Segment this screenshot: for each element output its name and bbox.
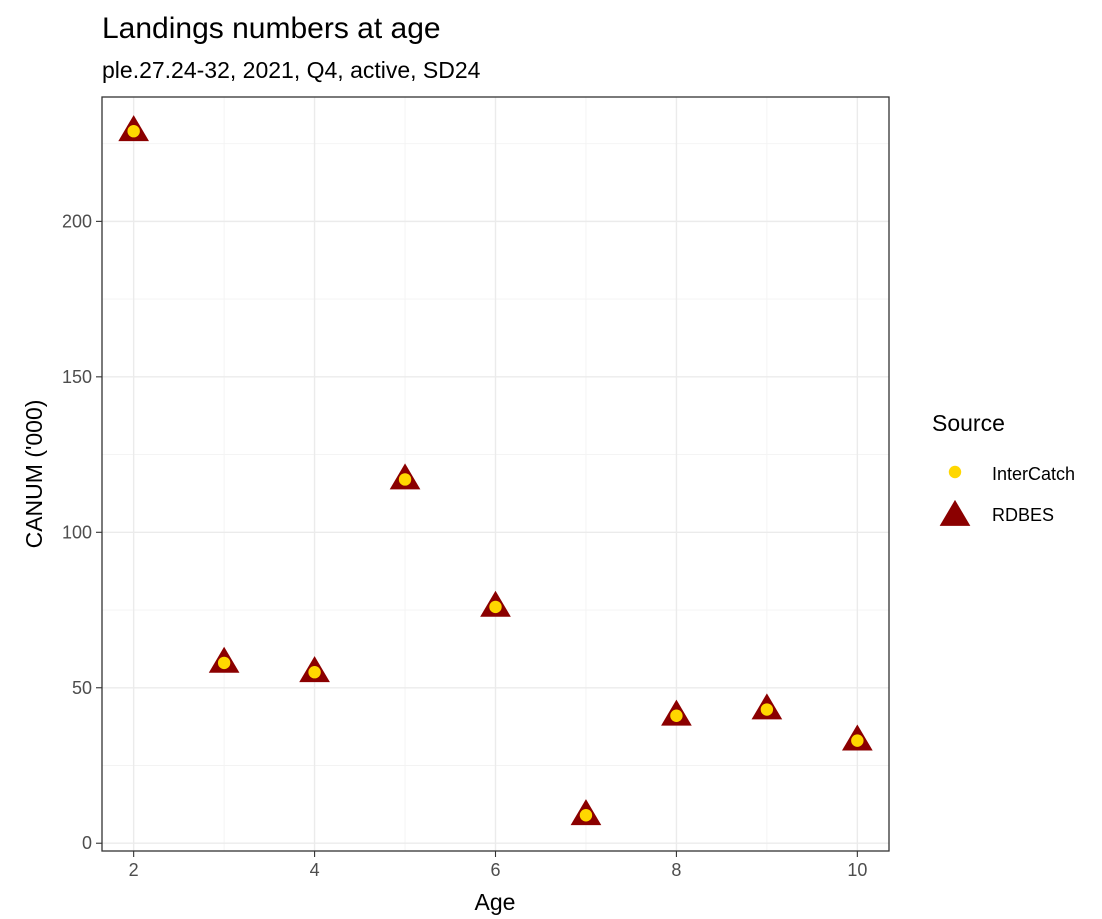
x-tick-label: 10: [847, 860, 867, 880]
point-intercatch: [308, 666, 321, 679]
y-axis-title: CANUM ('000): [21, 400, 47, 549]
x-tick-label: 6: [490, 860, 500, 880]
point-intercatch: [127, 125, 140, 138]
legend-key-rdbes: [939, 499, 971, 526]
point-intercatch: [670, 709, 683, 722]
chart-subtitle: ple.27.24-32, 2021, Q4, active, SD24: [102, 57, 481, 83]
y-tick-label: 0: [82, 833, 92, 853]
y-tick-label: 100: [62, 522, 92, 542]
legend-key-intercatch: [948, 465, 962, 479]
data-points: [118, 115, 873, 826]
x-tick-label: 8: [671, 860, 681, 880]
point-intercatch: [217, 656, 231, 670]
legend-title: Source: [932, 410, 1005, 436]
legend-label-rdbes: RDBES: [992, 505, 1054, 525]
point-intercatch: [579, 809, 593, 822]
point-intercatch: [760, 703, 774, 716]
x-tick-label: 4: [310, 860, 320, 880]
legend: Source InterCatch RDBES: [932, 410, 1075, 526]
x-tick-label: 2: [129, 860, 139, 880]
y-tick-label: 200: [62, 211, 92, 231]
x-axis-title: Age: [475, 889, 516, 915]
point-intercatch: [489, 600, 502, 614]
legend-label-intercatch: InterCatch: [992, 464, 1075, 484]
point-intercatch: [851, 734, 864, 747]
y-tick-label: 50: [72, 678, 92, 698]
legend-keys: [939, 465, 971, 526]
chart-title: Landings numbers at age: [102, 12, 441, 45]
point-intercatch: [398, 473, 412, 486]
y-tick-label: 150: [62, 367, 92, 387]
gridlines: [102, 97, 889, 851]
